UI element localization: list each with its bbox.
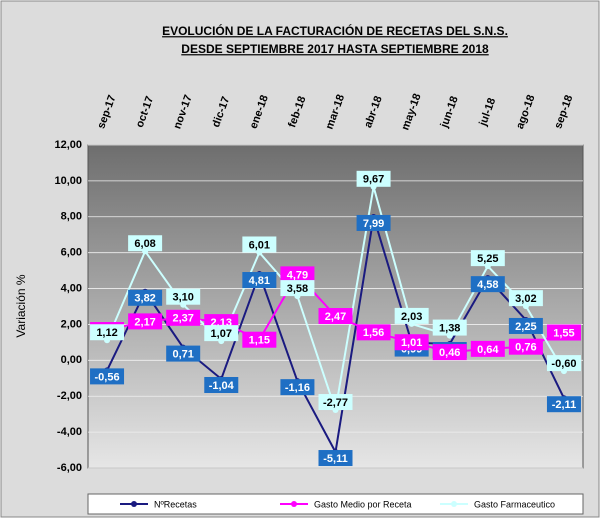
data-label: 1,56 xyxy=(363,327,384,339)
data-label: 6,01 xyxy=(249,239,270,251)
data-label-box xyxy=(90,324,125,341)
data-label: -5,11 xyxy=(323,453,347,465)
y-tick-label: -6,00 xyxy=(57,462,82,474)
y-axis-label: Variación % xyxy=(14,274,28,337)
data-label: 2,25 xyxy=(515,321,536,333)
chart-subtitle: DESDE SEPTIEMBRE 2017 HASTA SEPTIEMBRE 2… xyxy=(181,42,489,56)
data-label-box xyxy=(470,250,505,267)
data-label-box xyxy=(128,289,163,306)
data-label: -0,56 xyxy=(94,371,119,383)
y-tick-label: 6,00 xyxy=(61,247,82,259)
data-label: 2,17 xyxy=(134,316,155,328)
data-label: 2,03 xyxy=(401,311,422,323)
data-label-box xyxy=(546,355,581,372)
legend xyxy=(87,493,584,515)
legend-marker xyxy=(131,501,137,507)
y-tick-label: 0,00 xyxy=(61,354,82,366)
data-label-box xyxy=(166,309,201,326)
data-label-box xyxy=(356,170,391,187)
y-tick-label: -2,00 xyxy=(57,390,82,402)
data-label-box xyxy=(204,376,239,393)
data-label: 6,08 xyxy=(134,238,155,250)
data-label-box xyxy=(166,288,201,305)
data-label: 9,67 xyxy=(363,174,384,186)
data-label: 0,76 xyxy=(515,342,536,354)
data-label-box xyxy=(394,307,429,324)
data-label-box xyxy=(318,450,353,467)
data-label: 1,07 xyxy=(211,328,232,340)
data-label: 7,99 xyxy=(363,218,384,230)
y-tick-label: 12,00 xyxy=(54,139,82,151)
y-tick-label: 8,00 xyxy=(61,211,82,223)
data-label: 0,46 xyxy=(439,347,460,359)
data-label: 0,64 xyxy=(477,344,499,356)
legend-marker xyxy=(451,501,457,507)
data-label-box xyxy=(318,308,353,325)
data-label-box xyxy=(204,325,239,342)
legend-label: Gasto Medio por Receta xyxy=(314,499,412,509)
data-label-box xyxy=(242,272,277,289)
chart-title: EVOLUCIÓN DE LA FACTURACIÓN DE RECETAS D… xyxy=(162,23,508,38)
legend-marker xyxy=(291,501,297,507)
data-label: -0,60 xyxy=(551,358,576,370)
data-label: -1,04 xyxy=(209,380,235,392)
data-label-box xyxy=(318,394,353,411)
plot-area xyxy=(87,144,584,469)
data-label-box xyxy=(242,331,277,348)
data-label-box xyxy=(546,324,581,341)
data-label: 3,02 xyxy=(515,293,536,305)
data-label-box xyxy=(90,368,125,385)
data-label-box xyxy=(280,379,315,396)
data-label: 0,71 xyxy=(172,348,193,360)
data-label: 3,82 xyxy=(134,293,155,305)
data-label-box xyxy=(356,214,391,231)
data-label: 2,37 xyxy=(172,313,193,325)
data-label: 1,38 xyxy=(439,322,460,334)
data-label: 3,58 xyxy=(287,283,308,295)
data-label-box xyxy=(280,280,315,297)
legend-label: Gasto Farmaceutico xyxy=(474,499,555,509)
data-label-box xyxy=(394,334,429,351)
data-label: 1,12 xyxy=(96,327,117,339)
data-label: -2,77 xyxy=(323,397,348,409)
y-tick-label: 2,00 xyxy=(61,318,82,330)
data-label: 4,79 xyxy=(287,269,308,281)
data-label-box xyxy=(508,290,543,307)
data-label: -1,16 xyxy=(285,382,310,394)
data-label-box xyxy=(128,235,163,252)
data-label: -2,11 xyxy=(552,399,576,411)
data-label-box xyxy=(432,344,467,361)
data-label-box xyxy=(242,236,277,253)
data-label-box xyxy=(356,324,391,341)
data-label: 3,10 xyxy=(172,292,193,304)
data-label: 1,15 xyxy=(249,335,270,347)
data-label-box xyxy=(166,345,201,362)
data-label: 1,01 xyxy=(401,337,422,349)
data-label-box xyxy=(128,313,163,330)
data-label: 4,58 xyxy=(477,279,498,291)
data-label-box xyxy=(280,266,315,283)
data-label-box xyxy=(470,340,505,357)
data-label-box xyxy=(432,319,467,336)
legend-label: NºRecetas xyxy=(154,499,197,509)
y-tick-label: 10,00 xyxy=(54,175,82,187)
y-tick-label: 4,00 xyxy=(61,282,82,294)
data-label-box xyxy=(508,317,543,334)
data-label: 5,25 xyxy=(477,253,498,265)
data-label: 1,55 xyxy=(553,327,574,339)
data-label-box xyxy=(470,276,505,293)
data-label: 2,47 xyxy=(325,311,346,323)
data-label-box xyxy=(546,396,581,413)
data-label-box xyxy=(508,338,543,355)
data-label: 4,81 xyxy=(249,275,270,287)
y-tick-label: -4,00 xyxy=(57,426,82,438)
